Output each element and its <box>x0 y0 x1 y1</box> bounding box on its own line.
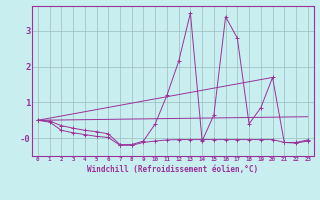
X-axis label: Windchill (Refroidissement éolien,°C): Windchill (Refroidissement éolien,°C) <box>87 165 258 174</box>
